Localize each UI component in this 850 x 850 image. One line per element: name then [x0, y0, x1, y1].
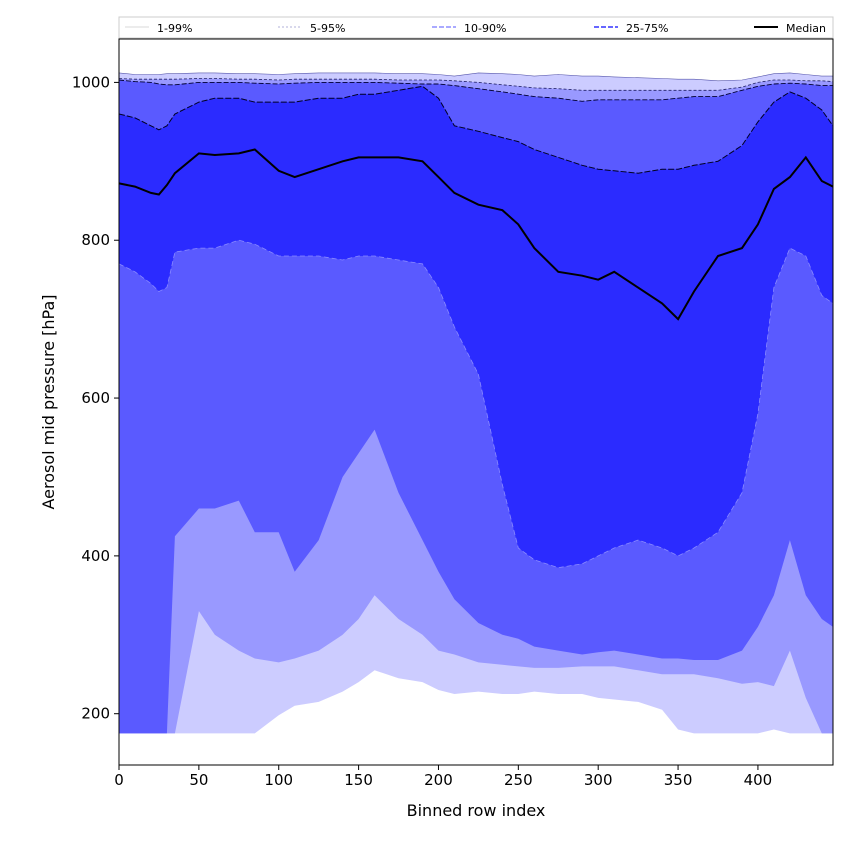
band-25-75 — [119, 86, 833, 568]
x-tick-label: 350 — [664, 771, 693, 789]
line-5-95-upper — [119, 78, 833, 91]
x-tick-label: 0 — [114, 771, 124, 789]
y-tick-label: 800 — [81, 231, 110, 249]
legend-label-25-75-: 25-75% — [626, 22, 668, 35]
line-10-90-upper — [119, 79, 833, 102]
line-1-99-upper — [119, 72, 833, 82]
plot-area — [119, 72, 833, 734]
line-25-75-upper — [119, 85, 833, 174]
median-line — [119, 148, 833, 321]
plot-frame — [118, 38, 834, 766]
x-tick-label: 400 — [744, 771, 773, 789]
x-tick-label: 200 — [424, 771, 453, 789]
legend: 1-99% 5-95% 10-90% 25-75% Median — [118, 16, 834, 39]
x-tick-label: 50 — [189, 771, 208, 789]
y-tick-label: 200 — [81, 705, 110, 723]
legend-label-median: Median — [786, 22, 826, 35]
legend-label-5-95-: 5-95% — [310, 22, 345, 35]
legend-frame — [118, 16, 834, 39]
x-axis: 0 50 100 150 200 250 300 350 400 — [114, 765, 772, 789]
x-tick-label: 100 — [264, 771, 293, 789]
y-axis-label: Aerosol mid pressure [hPa] — [39, 294, 58, 509]
legend-label-1-99-: 1-99% — [157, 22, 192, 35]
legend-label-10-90-: 10-90% — [464, 22, 506, 35]
y-tick-label: 1000 — [72, 73, 110, 91]
y-axis: 200 400 600 800 1000 — [72, 73, 119, 723]
x-tick-label: 250 — [504, 771, 533, 789]
x-tick-label: 300 — [584, 771, 613, 789]
x-tick-label: 150 — [344, 771, 373, 789]
y-tick-label: 600 — [81, 389, 110, 407]
y-tick-label: 400 — [81, 547, 110, 565]
x-axis-label: Binned row index — [407, 801, 546, 820]
